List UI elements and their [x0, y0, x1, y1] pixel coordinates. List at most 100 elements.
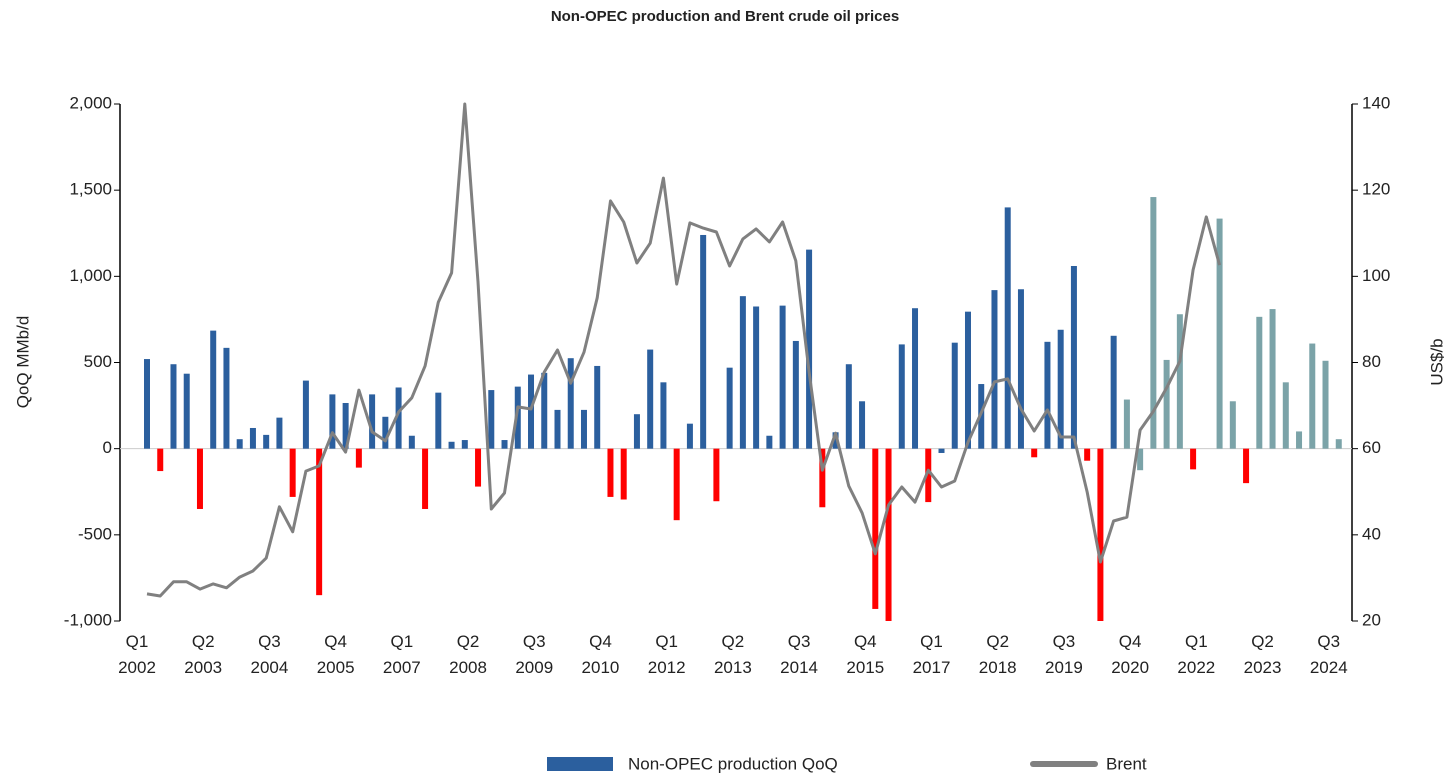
- bar: [1335, 439, 1342, 449]
- chart-title: Non-OPEC production and Brent crude oil …: [551, 8, 899, 25]
- bar: [289, 448, 296, 497]
- bar: [1150, 197, 1157, 449]
- bar: [898, 344, 905, 449]
- y-tick-label: 1,000: [69, 266, 112, 285]
- bar: [395, 387, 402, 449]
- bar: [196, 448, 203, 509]
- bar: [223, 347, 230, 449]
- x-tick-label: Q2 2013: [714, 632, 752, 677]
- bar: [580, 409, 587, 449]
- bar: [1137, 448, 1144, 471]
- bar: [435, 392, 442, 449]
- x-tick-label: Q2 2023: [1244, 632, 1282, 677]
- bar: [673, 448, 680, 521]
- bar: [1282, 382, 1289, 449]
- y-tick-label: 1,500: [69, 180, 112, 199]
- bar: [885, 448, 892, 621]
- bar: [1256, 316, 1263, 449]
- bar: [1269, 309, 1276, 449]
- x-tick-label: Q1 2007: [383, 632, 421, 677]
- bar: [1296, 431, 1303, 449]
- bar: [739, 296, 746, 449]
- bar: [263, 434, 270, 449]
- bar: [872, 448, 879, 609]
- x-tick-label: Q4 2015: [846, 632, 884, 677]
- bar: [607, 448, 614, 497]
- bar: [951, 342, 958, 449]
- bar: [1044, 341, 1051, 449]
- bar: [408, 435, 415, 449]
- bar: [1110, 335, 1117, 449]
- x-tick-label: Q1 2002: [118, 632, 156, 677]
- bar: [964, 311, 971, 449]
- bar: [1084, 448, 1091, 461]
- bar: [1031, 448, 1038, 458]
- bar: [1057, 329, 1064, 449]
- bar: [633, 414, 640, 449]
- bar: [1190, 448, 1197, 470]
- line: [146, 102, 1222, 598]
- bar: [183, 373, 190, 449]
- bar: [461, 440, 468, 449]
- x-tick-label: Q2 2003: [184, 632, 222, 677]
- bar: [329, 394, 336, 449]
- y-tick-label: 500: [84, 352, 112, 371]
- bar: [342, 402, 349, 449]
- x-tick-label: Q4 2020: [1111, 632, 1149, 677]
- bar: [1123, 399, 1130, 449]
- y2-tick-label: 120: [1362, 180, 1390, 199]
- bar: [144, 359, 150, 449]
- bar: [541, 372, 548, 449]
- y2-axis-title: US$/b: [1427, 338, 1446, 385]
- bar: [355, 448, 362, 468]
- bar: [1004, 207, 1011, 449]
- bar: [1176, 314, 1183, 449]
- bar: [620, 448, 627, 500]
- legend-swatch: [547, 757, 613, 771]
- bar: [276, 417, 283, 449]
- bar: [686, 423, 693, 449]
- bar: [660, 382, 667, 449]
- bar: [554, 409, 561, 449]
- legend-label: Non-OPEC production QoQ: [628, 754, 838, 773]
- y2-tick-label: 140: [1362, 93, 1390, 112]
- x-tick-label: Q4 2005: [317, 632, 355, 677]
- bar: [1243, 448, 1250, 484]
- x-tick-label: Q4 2010: [582, 632, 620, 677]
- y2-tick-label: 40: [1362, 524, 1381, 543]
- bar: [422, 448, 429, 509]
- bar: [1097, 448, 1104, 621]
- bar: [488, 390, 495, 449]
- x-tick-label: Q1 2017: [913, 632, 951, 677]
- bar: [448, 441, 455, 449]
- legend-label: Brent: [1106, 754, 1147, 773]
- bar: [806, 249, 813, 449]
- bar: [382, 416, 389, 449]
- x-tick-label: Q2 2008: [449, 632, 487, 677]
- bar: [991, 290, 998, 449]
- bar: [475, 448, 482, 487]
- bar: [210, 330, 217, 449]
- bar: [157, 448, 164, 472]
- y2-tick-label: 100: [1362, 266, 1390, 285]
- x-tick-label: Q3 2024: [1310, 632, 1348, 677]
- bar: [1017, 289, 1024, 449]
- bar: [501, 440, 508, 449]
- x-tick-label: Q3 2014: [780, 632, 818, 677]
- bar: [1229, 401, 1236, 449]
- bar: [1309, 343, 1316, 449]
- bar: [1216, 218, 1223, 449]
- bar: [912, 308, 919, 449]
- bar: [316, 448, 323, 596]
- bar: [528, 374, 535, 449]
- x-tick-label: Q3 2004: [251, 632, 289, 677]
- y2-tick-label: 80: [1362, 352, 1381, 371]
- bar: [170, 364, 177, 449]
- y-tick-label: -1,000: [64, 610, 112, 629]
- bar: [792, 340, 799, 449]
- y2-tick-label: 20: [1362, 610, 1381, 629]
- bar: [369, 394, 376, 449]
- bar: [1163, 359, 1170, 449]
- bar: [779, 305, 786, 449]
